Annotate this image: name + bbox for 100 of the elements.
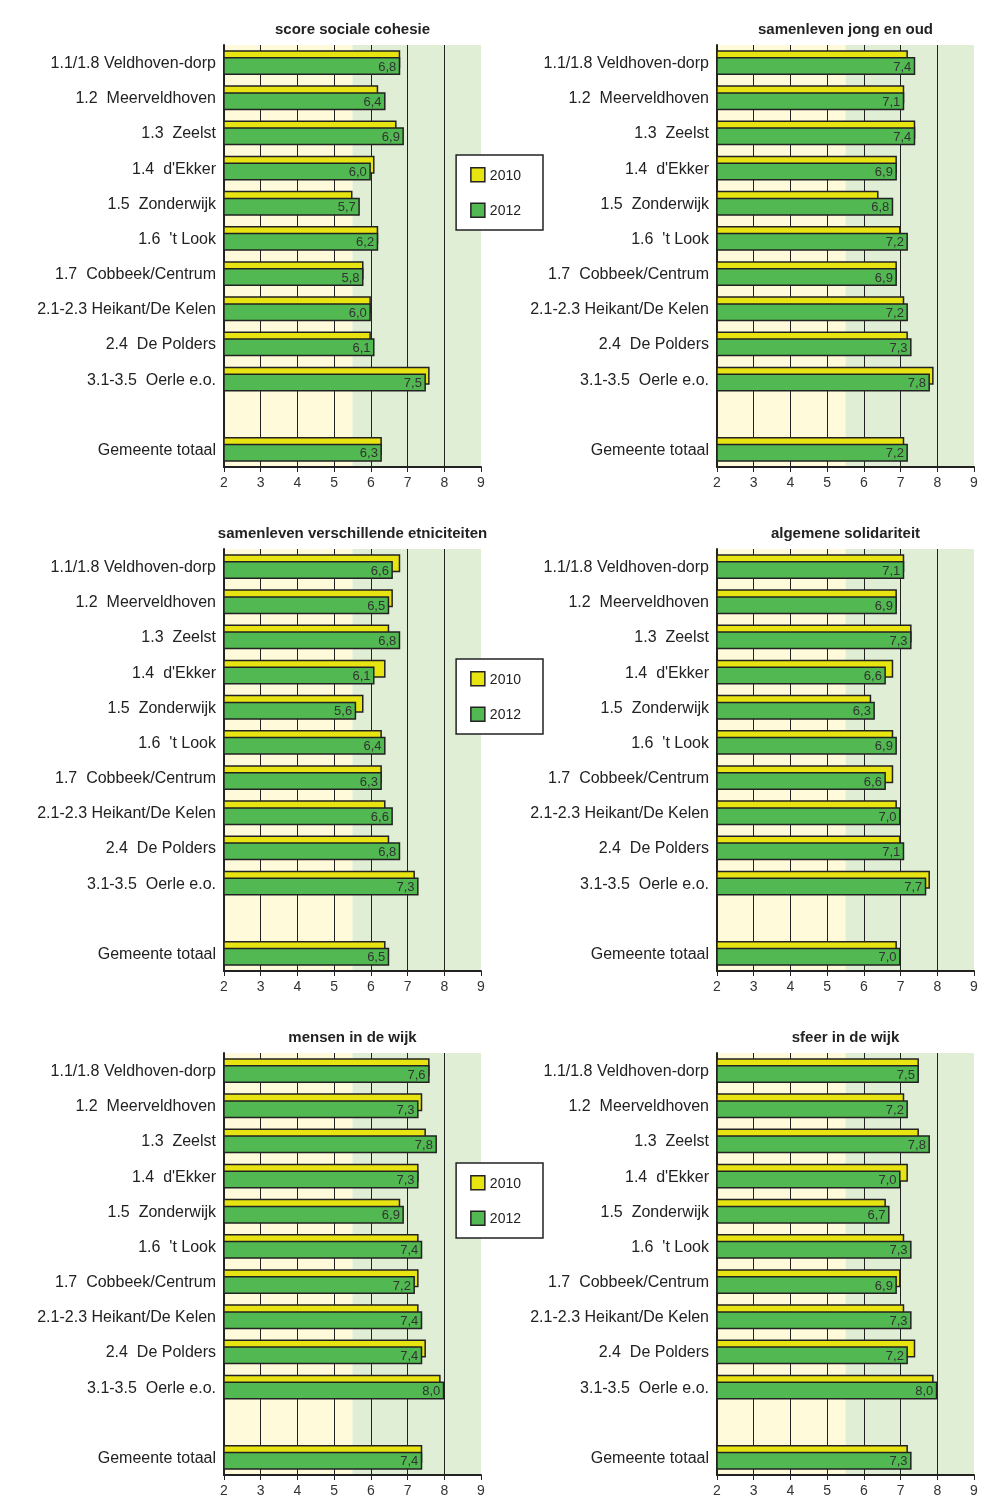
x-tick-label: 9: [477, 978, 486, 994]
y-tick-label: 1.4 d'Ekker: [625, 159, 710, 177]
x-tick-label: 8: [440, 474, 449, 490]
y-tick-label: 1.1/1.8 Veldhoven-dorp: [543, 1062, 710, 1080]
data-label: 6,0: [348, 164, 367, 179]
data-label: 7,8: [907, 1136, 926, 1152]
y-tick-label: 1.3 Zeelst: [634, 124, 710, 142]
data-label: 6,8: [378, 843, 397, 859]
x-tick-label: 7: [403, 1482, 412, 1498]
y-tick-label: 1.3 Zeelst: [141, 124, 217, 142]
legend-label: 2012: [489, 202, 522, 219]
x-tick-label: 5: [823, 978, 832, 994]
y-tick-label: 3.1-3.5 Oerle e.o.: [87, 874, 216, 892]
data-label: 6,9: [874, 1277, 893, 1293]
y-tick-label: 2.1-2.3 Heikant/De Kelen: [530, 804, 709, 822]
y-tick-label: 1.4 d'Ekker: [625, 1167, 710, 1185]
x-tick-label: 5: [823, 474, 832, 490]
data-label: 5,8: [341, 269, 360, 285]
data-label: 6,9: [874, 269, 893, 285]
x-tick-label: 7: [403, 978, 412, 994]
y-tick-label: 1.5 Zonderwijk: [107, 698, 217, 716]
y-tick-label: 2.1-2.3 Heikant/De Kelen: [37, 1308, 216, 1326]
data-label: 7,0: [878, 808, 897, 824]
data-label: 7,0: [878, 1172, 897, 1187]
x-tick-label: 7: [896, 474, 905, 490]
y-tick-label: 3.1-3.5 Oerle e.o.: [87, 1378, 216, 1396]
data-label: 7,7: [904, 879, 923, 894]
y-tick-label: 1.6 't Look: [631, 733, 710, 751]
data-label: 7,5: [403, 375, 422, 390]
y-tick-label: 1.2 Meerveldhoven: [568, 89, 709, 107]
data-label: 7,3: [396, 879, 415, 894]
x-tick-label: 7: [896, 1482, 905, 1498]
y-tick-label: 1.4 d'Ekker: [132, 1167, 217, 1185]
data-label: 6,4: [363, 738, 382, 754]
y-tick-label: Gemeente totaal: [590, 944, 709, 962]
chart-title: algemene solidariteit: [770, 524, 921, 541]
y-tick-label: 1.3 Zeelst: [141, 628, 217, 646]
data-label: 6,8: [871, 199, 890, 215]
data-label: 7,4: [893, 128, 912, 144]
y-tick-label: 1.2 Meerveldhoven: [75, 593, 216, 611]
y-tick-label: 1.6 't Look: [138, 733, 217, 751]
x-tick-label: 2: [220, 1482, 229, 1498]
y-tick-label: 1.3 Zeelst: [634, 628, 710, 646]
data-label: 6,7: [867, 1207, 886, 1223]
data-label: 6,1: [352, 668, 371, 683]
y-tick-label: 2.4 De Polders: [105, 1343, 216, 1361]
legend-label: 2012: [489, 706, 522, 723]
data-label: 7,1: [882, 93, 901, 109]
y-tick-label: Gemeente totaal: [97, 1448, 216, 1466]
x-tick-label: 4: [293, 1482, 302, 1498]
data-label: 6,6: [863, 773, 882, 789]
y-tick-label: 1.7 Cobbeek/Centrum: [55, 1273, 216, 1291]
data-label: 6,9: [381, 1207, 400, 1223]
x-tick-label: 6: [859, 474, 868, 490]
data-label: 6,3: [359, 445, 378, 461]
data-label: 7,4: [400, 1453, 419, 1469]
y-tick-label: Gemeente totaal: [97, 440, 216, 458]
x-tick-label: 5: [330, 1482, 339, 1498]
y-tick-label: 1.7 Cobbeek/Centrum: [55, 265, 216, 283]
data-label: 7,3: [889, 1242, 908, 1258]
y-tick-label: 1.5 Zonderwijk: [107, 1202, 217, 1220]
x-tick-label: 8: [440, 1482, 449, 1498]
x-tick-label: 3: [256, 474, 265, 490]
x-tick-label: 3: [256, 1482, 265, 1498]
data-label: 7,2: [392, 1277, 411, 1293]
data-label: 7,4: [400, 1347, 419, 1363]
y-tick-label: 1.5 Zonderwijk: [600, 1202, 710, 1220]
data-label: 7,1: [882, 843, 901, 859]
y-tick-label: 1.1/1.8 Veldhoven-dorp: [543, 54, 710, 72]
y-tick-label: 1.7 Cobbeek/Centrum: [55, 769, 216, 787]
data-label: 7,2: [885, 234, 904, 250]
data-label: 7,2: [885, 1101, 904, 1117]
y-tick-label: 3.1-3.5 Oerle e.o.: [580, 370, 709, 388]
y-tick-label: 2.1-2.3 Heikant/De Kelen: [530, 300, 709, 318]
x-tick-label: 4: [293, 978, 302, 994]
chart-title: samenleven verschillende etniciteiten: [217, 524, 488, 541]
data-label: 6,3: [359, 773, 378, 789]
y-tick-label: 1.2 Meerveldhoven: [568, 1097, 709, 1115]
x-tick-label: 2: [713, 474, 722, 490]
y-tick-label: 1.7 Cobbeek/Centrum: [548, 265, 709, 283]
x-tick-label: 5: [823, 1482, 832, 1498]
data-label: 7,0: [878, 949, 897, 965]
x-tick-label: 9: [970, 1482, 979, 1498]
y-tick-label: 1.6 't Look: [138, 229, 217, 247]
x-tick-label: 5: [330, 474, 339, 490]
x-tick-label: 9: [970, 978, 979, 994]
y-tick-label: 1.1/1.8 Veldhoven-dorp: [50, 558, 217, 576]
data-label: 6,9: [381, 128, 400, 144]
x-tick-label: 7: [403, 474, 412, 490]
legend-label: 2012: [489, 1210, 522, 1227]
data-label: 6,8: [378, 632, 397, 648]
legend-label: 2010: [489, 670, 522, 687]
y-tick-label: 1.5 Zonderwijk: [600, 194, 710, 212]
x-tick-label: 9: [477, 1482, 486, 1498]
y-tick-label: 1.6 't Look: [631, 229, 710, 247]
data-label: 7,3: [889, 1453, 908, 1469]
data-label: 6,6: [370, 562, 389, 578]
data-label: 6,9: [874, 597, 893, 613]
data-label: 7,3: [889, 632, 908, 648]
y-tick-label: 2.4 De Polders: [105, 335, 216, 353]
